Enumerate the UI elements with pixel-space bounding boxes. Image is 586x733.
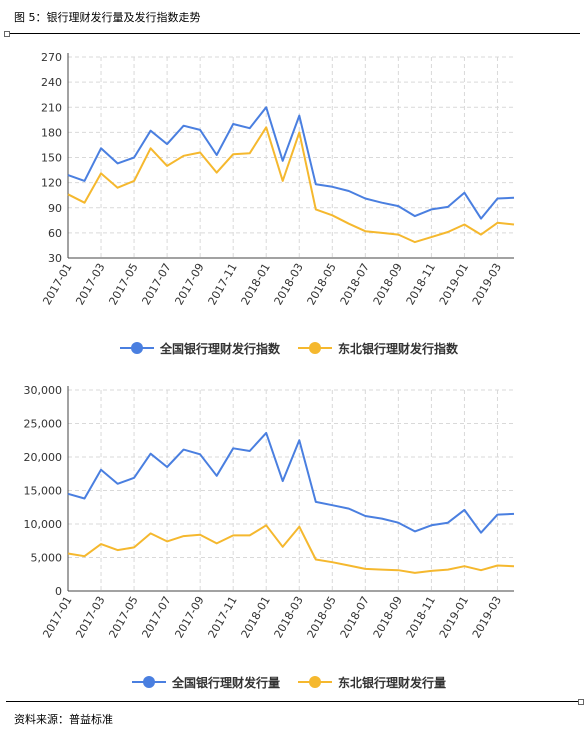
y-tick-label: 10,000 [24, 518, 63, 531]
x-tick-label: 2017-05 [106, 594, 140, 640]
y-tick-label: 90 [48, 202, 62, 215]
x-tick-label: 2018-07 [338, 261, 372, 307]
series-line-national [67, 106, 515, 220]
x-tick-label: 2018-07 [338, 594, 372, 640]
x-tick-label: 2017-01 [40, 261, 74, 307]
legend-item-northeast: 东北银行理财发行量 [298, 675, 446, 690]
y-tick-label: 240 [41, 76, 62, 89]
x-tick-label: 2017-07 [139, 594, 173, 640]
legend-item-national: 全国银行理财发行指数 [120, 341, 281, 356]
figure-title: 图 5：银行理财发行量及发行指数走势 [14, 11, 201, 24]
x-tick-label: 2018-01 [239, 594, 273, 640]
y-tick-label: 180 [41, 126, 62, 139]
x-tick-label: 2018-03 [272, 594, 306, 640]
series-line-national [67, 431, 515, 534]
y-tick-label: 0 [55, 585, 62, 598]
x-tick-label: 2018-03 [272, 261, 306, 307]
legend-marker [309, 676, 321, 688]
legend-marker [143, 676, 155, 688]
bottom-rule [6, 701, 580, 702]
x-tick-label: 2017-03 [73, 261, 107, 307]
volume-chart: 0 5,000 10,000 15,000 20,000 25,000 30,000 2017… [24, 384, 515, 690]
x-tick-label: 2017-05 [106, 261, 140, 307]
legend-label: 全国银行理财发行量 [171, 675, 280, 690]
y-tick-label: 30 [48, 252, 62, 265]
y-tick-label: 60 [48, 227, 62, 240]
legend-label: 东北银行理财发行量 [338, 675, 446, 690]
legend-item-national: 全国银行理财发行量 [132, 675, 280, 690]
x-tick-label: 2018-01 [239, 261, 273, 307]
x-tick-label: 2018-05 [305, 594, 339, 640]
y-tick-label: 25,000 [24, 418, 63, 431]
y-tick-label: 270 [41, 51, 62, 64]
y-tick-label: 5,000 [31, 552, 63, 565]
x-tick-label: 2017-09 [173, 261, 207, 307]
legend-marker [131, 342, 143, 354]
y-tick-label: 210 [41, 101, 62, 114]
x-tick-label: 2017-11 [206, 261, 240, 307]
y-tick-label: 20,000 [24, 451, 63, 464]
top-rule [6, 33, 580, 34]
source-note: 资料来源：普益标准 [14, 713, 113, 726]
corner-marker [578, 699, 584, 705]
legend-label: 东北银行理财发行指数 [338, 341, 459, 356]
index-chart: 3060901201501802102402702017-012017-0320… [40, 51, 515, 356]
x-tick-label: 2019-03 [470, 594, 504, 640]
x-tick-label: 2017-03 [73, 594, 107, 640]
x-tick-label: 2017-01 [40, 594, 74, 640]
x-tick-label: 2019-03 [470, 261, 504, 307]
legend-label: 全国银行理财发行指数 [159, 341, 281, 356]
legend-item-northeast: 东北银行理财发行指数 [298, 341, 459, 356]
series-line-northeast [67, 524, 515, 574]
y-tick-label: 30,000 [24, 384, 63, 397]
x-tick-label: 2017-11 [206, 594, 240, 640]
y-tick-label: 15,000 [24, 485, 63, 498]
x-tick-label: 2018-05 [305, 261, 339, 307]
x-tick-label: 2018-09 [371, 594, 405, 640]
x-tick-label: 2017-07 [139, 261, 173, 307]
y-tick-label: 150 [41, 152, 62, 165]
x-tick-label: 2019-01 [437, 594, 471, 640]
x-tick-label: 2018-09 [371, 261, 405, 307]
series-line-northeast [67, 126, 515, 244]
x-tick-label: 2019-01 [437, 261, 471, 307]
corner-marker [4, 31, 10, 37]
legend-marker [309, 342, 321, 354]
x-tick-label: 2018-11 [404, 594, 438, 640]
y-tick-label: 120 [41, 177, 62, 190]
x-tick-label: 2017-09 [173, 594, 207, 640]
x-tick-label: 2018-11 [404, 261, 438, 307]
